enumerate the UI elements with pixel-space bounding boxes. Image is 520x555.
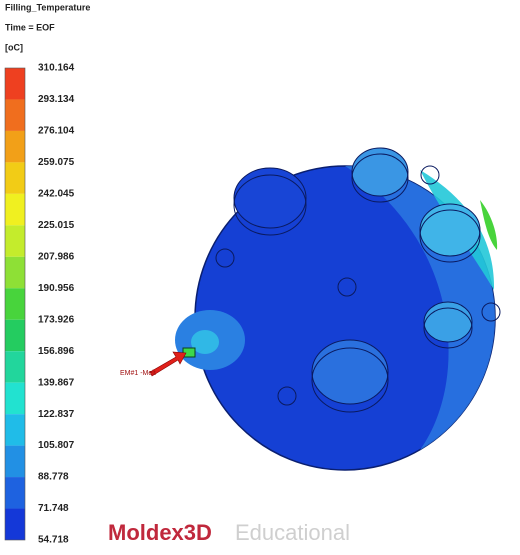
logo-brand: Moldex3D (108, 520, 212, 545)
legend-label: 71.748 (38, 503, 69, 514)
time-label: Time = EOF (5, 22, 55, 32)
legend-swatch (5, 130, 25, 163)
color-legend: 310.164 293.134 276.104 259.075 242.045 225.0… (4, 63, 75, 546)
boss (351, 147, 409, 197)
legend-swatch (5, 225, 25, 257)
legend-label: 88.778 (38, 472, 69, 483)
legend-swatch (5, 351, 25, 383)
boss (233, 174, 307, 236)
boss (233, 167, 307, 229)
melt-arrow (149, 351, 187, 377)
legend-label: 139.867 (38, 377, 75, 388)
part-model: EM#1 -Melt (120, 147, 501, 471)
legend-label: 207.986 (38, 251, 75, 262)
logo-edition: Educational (235, 520, 350, 545)
gate-label: EM#1 -Melt (120, 370, 156, 377)
legend-swatch (5, 162, 25, 194)
bosses (215, 147, 501, 413)
gate-core (191, 330, 219, 354)
boss (311, 339, 389, 405)
legend-swatch (5, 319, 25, 352)
hole (481, 302, 501, 322)
boss (351, 153, 409, 203)
legend-frame (4, 67, 26, 541)
legend-label: 173.926 (38, 314, 75, 325)
hole (420, 165, 440, 185)
legend-label: 259.075 (38, 157, 75, 168)
legend-label: 225.015 (38, 220, 75, 231)
legend-swatch (5, 99, 25, 131)
legend-label: 310.164 (38, 63, 75, 74)
legend-swatch (5, 288, 25, 320)
legend-swatch (5, 193, 25, 226)
boss (419, 209, 481, 263)
legend-label: 105.807 (38, 440, 75, 451)
legend-label: 276.104 (38, 126, 75, 137)
unit-label: [oC] (5, 42, 23, 52)
hole (277, 386, 297, 406)
hole (215, 248, 235, 268)
legend-label: 122.837 (38, 409, 75, 420)
legend-label: 156.896 (38, 346, 75, 357)
legend-label: 242.045 (38, 189, 75, 200)
boss (419, 203, 481, 257)
boss (311, 347, 389, 413)
legend-swatch (5, 68, 25, 100)
legend-swatch (5, 445, 25, 478)
hole (337, 277, 357, 297)
boss (423, 307, 473, 349)
legend-swatch (5, 477, 25, 509)
boss (423, 301, 473, 343)
legend-label: 190.956 (38, 283, 75, 294)
legend-label: 54.718 (38, 535, 69, 546)
legend-swatch (5, 256, 25, 289)
result-title: Filling_Temperature (5, 2, 90, 12)
legend-label: 293.134 (38, 94, 75, 105)
legend-swatch (5, 508, 25, 540)
legend-swatch (5, 382, 25, 415)
legend-swatch (5, 414, 25, 446)
hottest-zone (480, 200, 498, 250)
